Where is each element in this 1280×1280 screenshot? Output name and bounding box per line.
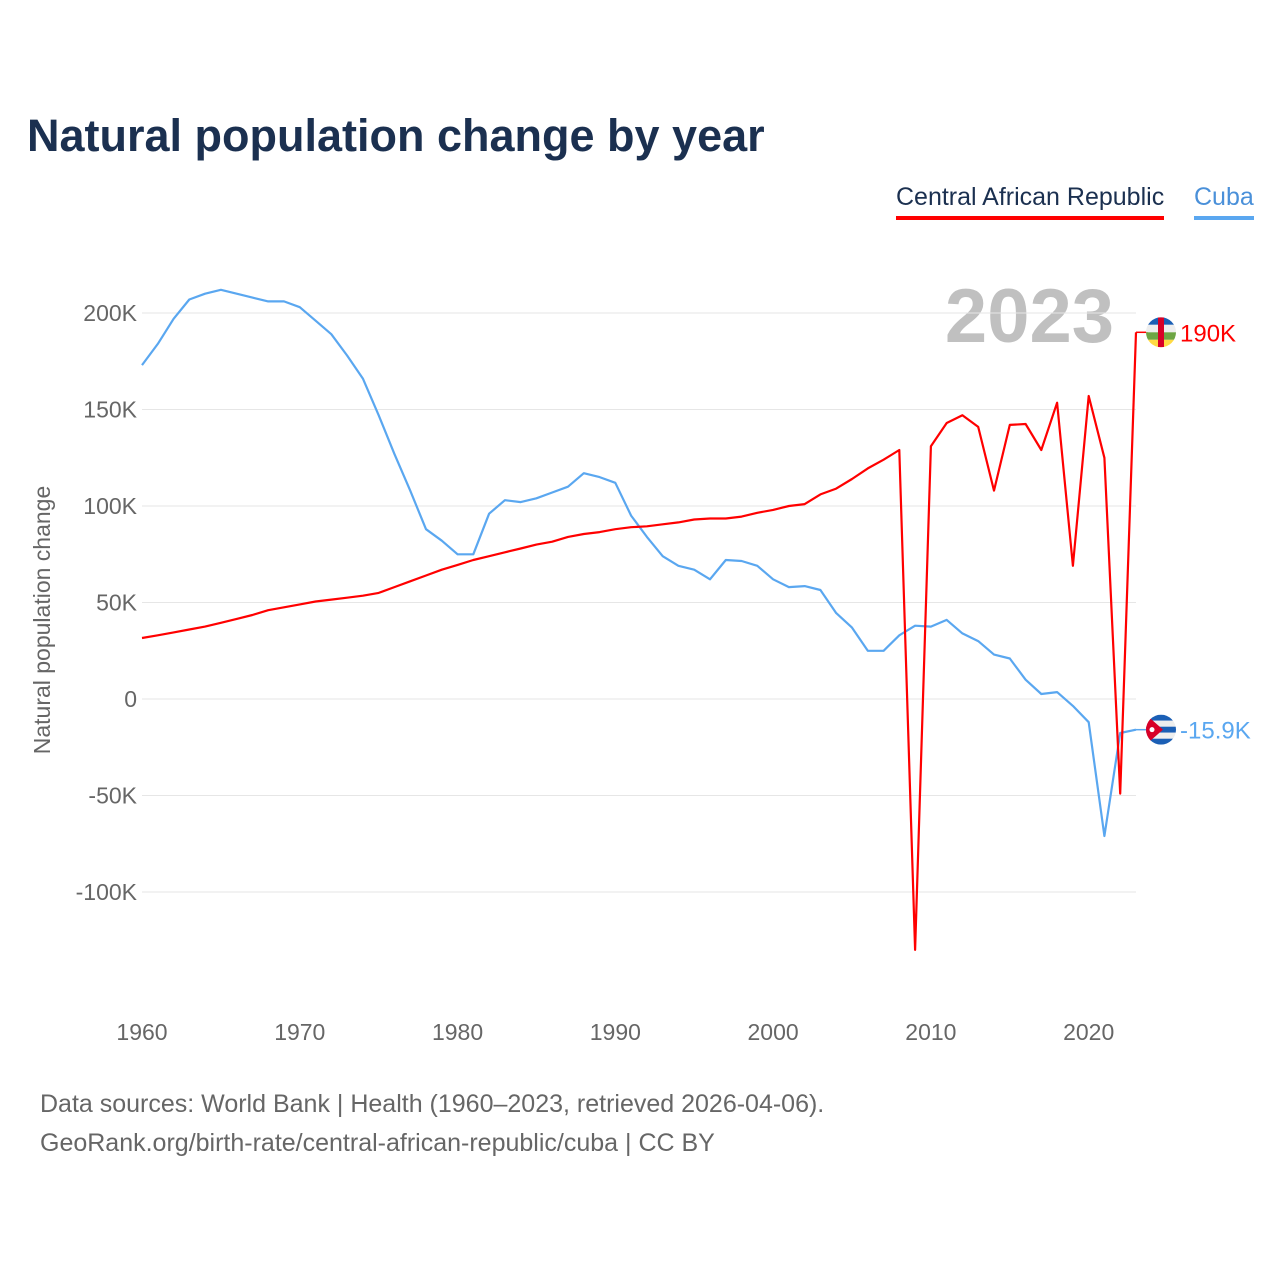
footer-sources: Data sources: World Bank | Health (1960–…: [40, 1090, 825, 1118]
x-tick-label: 1960: [116, 1019, 167, 1045]
x-tick-label: 2020: [1063, 1019, 1114, 1045]
y-tick-label: 50K: [96, 590, 138, 616]
footer: Data sources: World Bank | Health (1960–…: [40, 1085, 824, 1163]
y-axis-label: Natural population change: [29, 486, 55, 755]
chart-title: Natural population change by year: [27, 110, 765, 161]
central-african-republic-flag-icon: [1146, 317, 1176, 348]
footer-link[interactable]: GeoRank.org/birth-rate/central-african-r…: [40, 1129, 715, 1157]
end-value-label: -15.9K: [1180, 718, 1251, 745]
legend-item-cuba[interactable]: Cuba: [1194, 183, 1254, 220]
y-tick-label: 200K: [83, 300, 137, 326]
y-tick-label: 0: [124, 686, 137, 712]
y-tick-label: -100K: [76, 879, 138, 905]
x-tick-label: 2000: [748, 1019, 799, 1045]
x-tick-label: 2010: [905, 1019, 956, 1045]
legend-item-central-african-republic[interactable]: Central African Republic: [896, 183, 1165, 220]
y-tick-label: 100K: [83, 493, 137, 519]
cuba-flag-icon: [1146, 714, 1176, 745]
year-label: 2023: [945, 274, 1114, 359]
series-line-central-african-republic: [141, 332, 1138, 952]
series-line-cuba: [141, 288, 1137, 838]
y-tick-label: 150K: [83, 397, 137, 423]
x-tick-label: 1980: [432, 1019, 483, 1045]
x-tick-label: 1970: [274, 1019, 325, 1045]
y-tick-label: -50K: [88, 783, 137, 809]
x-tick-label: 1990: [590, 1019, 641, 1045]
end-value-label: 190K: [1180, 320, 1236, 347]
